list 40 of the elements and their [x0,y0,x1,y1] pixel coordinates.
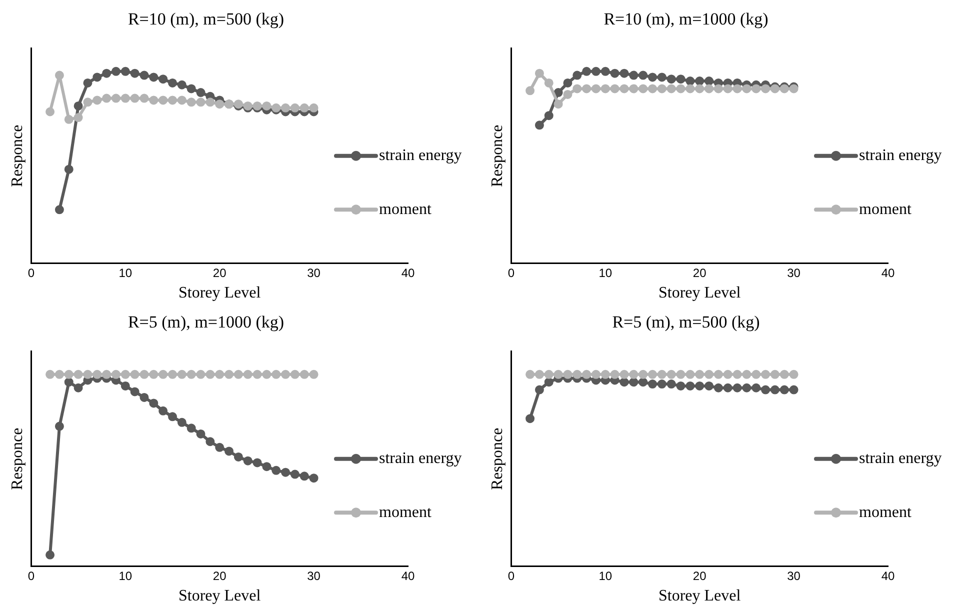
x-tick-label: 20 [692,266,707,280]
x-tick-label: 30 [307,266,321,280]
y-axis-title: Responce [8,124,26,187]
x-tick-label: 10 [598,266,612,280]
x-tick-label: 20 [212,266,227,280]
legend-label: strain energy [859,450,942,468]
x-tick-label: 40 [401,568,415,583]
legend-label: moment [379,200,432,218]
y-axis-title: Responce [8,428,26,490]
x-axis-title: Storey Level [658,284,742,302]
chart-title: R=5 (m), m=500 (kg) [612,312,760,332]
legend-label: moment [379,504,432,521]
legend-label: strain energy [379,450,462,468]
x-axis-title: Storey Level [178,588,262,605]
x-tick-label: 30 [307,568,321,583]
legend-label: strain energy [379,147,462,164]
x-tick-label: 20 [212,568,227,583]
x-tick-label: 10 [118,266,132,280]
chart-title: R=10 (m), m=500 (kg) [128,10,284,29]
x-tick-label: 30 [787,568,801,583]
x-tick-label: 20 [692,568,707,583]
legend-label: strain energy [859,147,942,164]
x-tick-label: 30 [787,266,801,280]
x-axis-title: Storey Level [658,588,742,605]
x-axis-title: Storey Level [178,284,262,302]
x-tick-label: 0 [508,568,515,583]
x-tick-label: 40 [401,266,415,280]
legend-label: moment [859,504,912,521]
chart-title: R=5 (m), m=1000 (kg) [128,312,284,332]
y-axis-title: Responce [488,428,506,490]
x-tick-label: 40 [881,266,895,280]
x-tick-label: 40 [881,568,895,583]
x-tick-label: 0 [508,266,515,280]
y-axis-title: Responce [488,124,506,187]
chart-title: R=10 (m), m=1000 (kg) [604,10,768,29]
x-tick-label: 0 [28,266,35,280]
legend-label: moment [859,200,912,218]
x-tick-label: 10 [598,568,612,583]
x-tick-label: 0 [28,568,35,583]
x-tick-label: 10 [118,568,132,583]
